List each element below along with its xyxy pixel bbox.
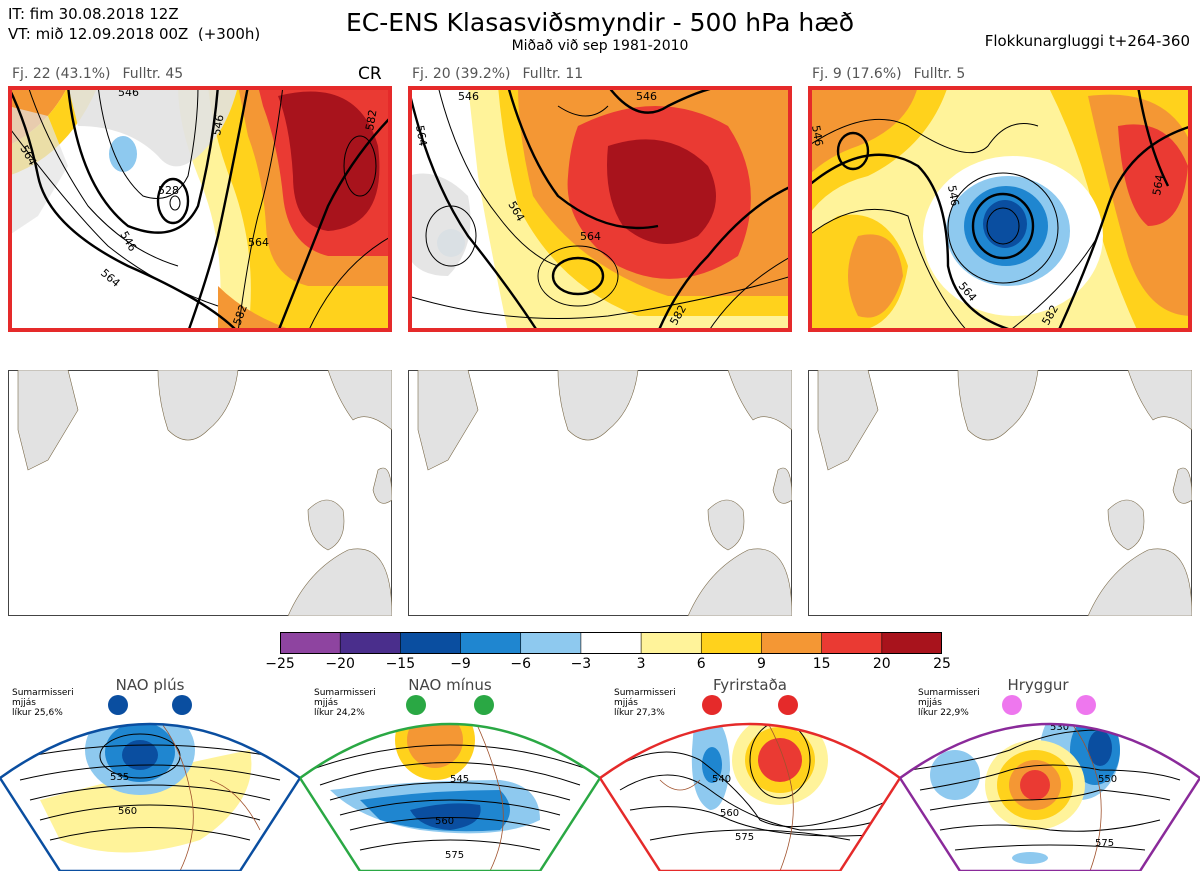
legend-3-dot-right — [778, 695, 798, 715]
colorbar-cell — [640, 632, 703, 654]
empty-map-3 — [808, 370, 1192, 616]
header-info: IT: fim 30.08.2018 12Z VT: mið 12.09.2018… — [8, 4, 260, 44]
legend-4-map: 530 550 575 — [900, 695, 1200, 871]
cluster-3-fj: Fj. 9 (17.6%) — [812, 66, 902, 82]
legend-2-map: 545 560 575 — [300, 695, 600, 871]
colorbar-cell — [280, 632, 341, 654]
cluster-2-contour-label: 546 — [636, 90, 657, 103]
legend-1-dot-right — [172, 695, 192, 715]
legend-3-dot-left — [702, 695, 722, 715]
colorbar-tick-label: 9 — [756, 656, 766, 672]
legend-4-contour-label: 550 — [1098, 774, 1117, 785]
colorbar-tick-label: 3 — [636, 656, 646, 672]
legend-1-contour-label: 560 — [118, 806, 137, 817]
colorbar-cell — [580, 632, 642, 654]
cluster-1-fj: Fj. 22 (43.1%) — [12, 66, 111, 82]
colorbar-tick-label: −9 — [450, 656, 471, 672]
cluster-2-fulltr: Fulltr. 11 — [522, 66, 584, 82]
empty-map-2 — [408, 370, 792, 616]
colorbar — [280, 632, 942, 654]
cluster-2-contour-label: 546 — [458, 90, 479, 103]
colorbar-cell — [520, 632, 582, 654]
valid-time: VT: mið 12.09.2018 00Z (+300h) — [8, 25, 261, 43]
colorbar-cell — [761, 632, 823, 654]
cluster-2-contour-label: 564 — [580, 230, 601, 243]
legend-1-contour-label: 535 — [110, 772, 129, 783]
cluster-3-contour-label: 546 — [945, 184, 961, 207]
legend-2-contour-label: 545 — [450, 774, 469, 785]
colorbar-cell — [460, 632, 522, 654]
legend-2-dot-right — [474, 695, 494, 715]
legend-3-map: 540 560 575 — [600, 695, 900, 871]
legend-1-title: NAO plús — [115, 676, 185, 694]
cluster-3-contour-label: 564 — [1150, 174, 1166, 197]
cluster-2-fj: Fj. 20 (39.2%) — [412, 66, 511, 82]
colorbar-tick-label: −15 — [385, 656, 416, 672]
classification-window: Flokkunargluggi t+264-360 — [984, 32, 1190, 50]
legend-3-title: Fyrirstaða — [713, 676, 787, 694]
cluster-3-map: 546 564 582 564 546 — [808, 86, 1192, 332]
page-title: EC-ENS Klasasviðsmyndir - 500 hPa hæð — [345, 8, 855, 37]
page-subtitle: Miðað við sep 1981-2010 — [511, 38, 689, 54]
cluster-2-map: 546 564 564 582 546 564 — [408, 86, 792, 332]
cluster-1-tag: CR — [358, 64, 382, 84]
legend-1-dot-left — [108, 695, 128, 715]
cluster-1-contour-label: 564 — [248, 236, 269, 249]
legend-2-note: Sumarmisseri mjjás líkur 24,2% — [314, 688, 376, 718]
legend-4-dot-left — [1002, 695, 1022, 715]
legend-3-contour-label: 540 — [712, 774, 731, 785]
legend-2-contour-label: 560 — [435, 816, 454, 827]
cluster-1-fulltr: Fulltr. 45 — [122, 66, 184, 82]
colorbar-cell — [881, 632, 942, 654]
colorbar-tick-label: 25 — [933, 656, 951, 672]
colorbar-cell — [700, 632, 763, 654]
cluster-3-contour-label: 546 — [809, 124, 825, 147]
cluster-1-label: Fj. 22 (43.1%) Fulltr. 45 — [12, 66, 195, 82]
legend-3-note: Sumarmisseri mjjás líkur 27,3% — [614, 688, 676, 718]
colorbar-tick-label: −6 — [510, 656, 532, 672]
colorbar-cell — [821, 632, 883, 654]
cluster-1-contour-label: 528 — [158, 184, 179, 197]
colorbar-tick-label: 20 — [872, 656, 891, 672]
colorbar-tick-label: 6 — [696, 656, 706, 672]
cluster-3-fulltr: Fulltr. 5 — [913, 66, 966, 82]
cluster-1-contour-label: 546 — [210, 114, 226, 137]
colorbar-tick-label: −3 — [570, 656, 592, 672]
cluster-2-label: Fj. 20 (39.2%) Fulltr. 11 — [412, 66, 595, 82]
legend-2-dot-left — [406, 695, 426, 715]
legend-2-contour-label: 575 — [445, 850, 464, 861]
init-time: IT: fim 30.08.2018 12Z — [8, 5, 179, 23]
colorbar-tick-label: −20 — [325, 656, 355, 672]
colorbar-cell — [339, 632, 402, 654]
legend-4-contour-label: 575 — [1095, 838, 1114, 849]
legend-1-note: Sumarmisseri mjjás líkur 25,6% — [12, 688, 74, 718]
colorbar-tick-label: −25 — [265, 656, 295, 672]
cluster-2-contour-label: 564 — [413, 124, 429, 147]
cluster-3-label: Fj. 9 (17.6%) Fulltr. 5 — [812, 66, 977, 82]
cluster-1-contour-label: 582 — [363, 109, 379, 132]
empty-map-1 — [8, 370, 392, 616]
legend-3-contour-label: 560 — [720, 808, 739, 819]
colorbar-tick-label: 15 — [812, 656, 831, 672]
cluster-1-map: 528 546 564 582 546 564 582 564 546 — [8, 86, 392, 332]
legend-4-note: Sumarmisseri mjjás líkur 22,9% — [918, 688, 980, 718]
legend-3-contour-label: 575 — [735, 832, 754, 843]
legend-4-dot-right — [1076, 695, 1096, 715]
colorbar-cell — [400, 632, 462, 654]
legend-4-contour-label: 530 — [1050, 722, 1069, 733]
legend-4-title: Hryggur — [1007, 676, 1069, 694]
legend-1-map: 535 560 — [0, 695, 300, 871]
legend-2-title: NAO mínus — [408, 676, 492, 694]
